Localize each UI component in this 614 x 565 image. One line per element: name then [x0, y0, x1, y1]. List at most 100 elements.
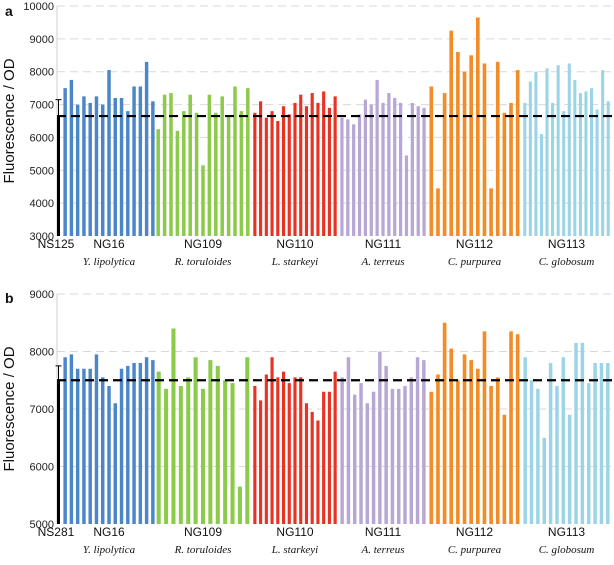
bar	[226, 116, 231, 236]
bar	[69, 354, 74, 525]
bar	[410, 102, 414, 237]
bar	[126, 365, 130, 525]
bar	[393, 98, 397, 236]
bar	[495, 61, 500, 236]
bar	[369, 104, 373, 236]
bar	[230, 383, 235, 525]
bar	[119, 98, 124, 236]
bar	[151, 360, 155, 525]
species-label: C. purpurea	[448, 256, 502, 268]
bar	[422, 360, 426, 525]
bar	[214, 112, 218, 236]
bar	[310, 411, 314, 525]
bar	[562, 111, 566, 236]
bar	[539, 134, 543, 236]
bar	[340, 117, 344, 236]
bar	[151, 101, 155, 236]
bar	[502, 112, 507, 236]
bar	[551, 102, 555, 237]
y-tick-label: 10000	[23, 1, 54, 13]
bar	[371, 391, 376, 524]
bar	[384, 365, 388, 525]
y-tick-label: 7000	[30, 100, 54, 112]
species-label: L. starkeyi	[271, 256, 318, 268]
bar	[409, 377, 414, 525]
bar	[88, 102, 92, 237]
reference-label: NS281	[38, 525, 75, 539]
bar	[138, 363, 143, 524]
bar	[495, 377, 500, 525]
bar	[333, 96, 337, 236]
species-label: A. terreus	[361, 256, 405, 268]
bar	[436, 188, 440, 236]
bar	[606, 363, 610, 524]
group-label: NG111	[365, 525, 402, 539]
bar	[75, 104, 80, 236]
bar	[523, 102, 527, 237]
panel-b: 5000 6000 7000 8000 9000 b Fluorescence / OD NS…	[1, 289, 612, 556]
bar	[304, 403, 309, 524]
bar	[442, 93, 447, 236]
bar	[164, 388, 169, 525]
bar	[578, 93, 582, 236]
species-label: R. toruloides	[174, 544, 232, 556]
bar	[462, 354, 467, 525]
bar	[545, 68, 549, 237]
bar	[223, 380, 228, 524]
bar	[595, 109, 599, 236]
reference-label: NS125	[38, 237, 75, 251]
bar	[310, 93, 314, 236]
bar	[101, 377, 105, 525]
bar	[188, 94, 192, 237]
panel-a: 3000 4000 5000 6000 7000 8000 9000 10000 a Fluore…	[1, 1, 612, 268]
bar	[387, 93, 391, 236]
bar	[580, 342, 585, 525]
bar	[352, 124, 356, 236]
y-tick-label: 5000	[30, 519, 54, 531]
bar	[475, 17, 480, 236]
bar	[215, 365, 220, 525]
bar	[264, 374, 268, 524]
bar	[276, 377, 280, 525]
y-axis-label: Fluorescence / OD	[1, 346, 18, 471]
bar	[534, 71, 538, 237]
group-label: NG112	[456, 525, 493, 539]
bar	[178, 386, 183, 524]
bar	[436, 374, 440, 524]
y-tick-label: 8000	[30, 67, 54, 79]
bar	[482, 331, 487, 525]
bar	[442, 322, 447, 524]
bar	[132, 363, 136, 524]
bar	[233, 86, 237, 236]
bar	[144, 357, 149, 524]
bar	[293, 377, 297, 525]
bar	[573, 79, 577, 237]
bar	[475, 368, 480, 524]
bar	[75, 368, 80, 524]
bar	[599, 363, 604, 524]
bar	[316, 102, 320, 237]
bar	[340, 377, 344, 525]
species-label: R. toruloides	[174, 256, 232, 268]
y-axis-label: Fluorescence / OD	[1, 58, 18, 183]
bar	[293, 102, 297, 237]
reference-bar	[57, 116, 60, 236]
bar	[299, 94, 303, 237]
bar	[107, 386, 111, 524]
bar	[489, 386, 493, 524]
bar	[270, 357, 274, 524]
bar	[548, 363, 553, 524]
bar	[156, 129, 160, 236]
bar	[327, 107, 331, 236]
bar	[132, 86, 136, 236]
bar	[171, 328, 176, 524]
bar	[322, 91, 326, 237]
bar	[246, 88, 250, 236]
bar	[182, 111, 186, 236]
bar	[186, 377, 191, 525]
bar	[509, 331, 513, 525]
bar	[403, 386, 407, 524]
bar	[567, 63, 571, 236]
bar	[590, 88, 594, 236]
bar	[94, 354, 99, 525]
